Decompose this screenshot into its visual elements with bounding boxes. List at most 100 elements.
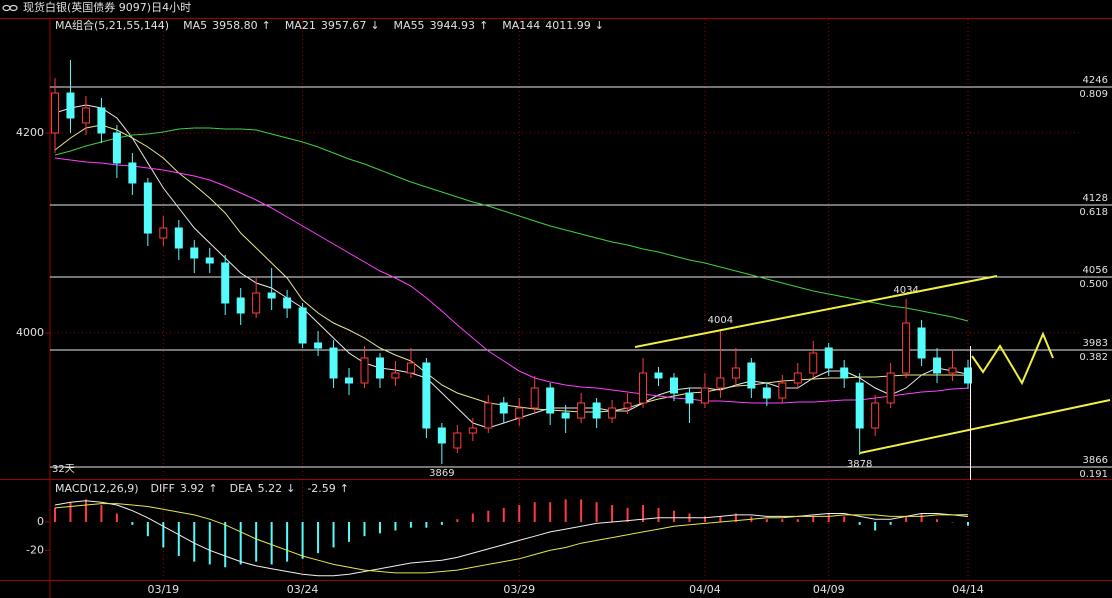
macd-bar <box>100 505 103 523</box>
level-value: 4056 <box>1083 265 1108 276</box>
macd-bar <box>255 522 258 562</box>
macd-bar <box>843 516 846 523</box>
candle-body <box>530 387 539 409</box>
macd-bar <box>518 505 521 523</box>
macd-bar <box>131 522 134 525</box>
candle-body <box>669 377 678 394</box>
macd-bar <box>317 522 320 554</box>
macd-bar <box>967 522 969 526</box>
macd-bar <box>208 522 211 565</box>
macd-bar <box>224 522 227 568</box>
candle-body <box>205 257 214 264</box>
legend-trend: ↑ <box>262 19 271 32</box>
ma-line <box>54 124 969 413</box>
high-annotation: 4004 <box>708 315 733 326</box>
macd-bar <box>657 507 660 523</box>
macd-bar <box>177 522 180 556</box>
legend-trend: ↓ <box>370 19 379 32</box>
candle-body <box>360 357 369 384</box>
macd-bar <box>626 507 629 523</box>
y-tick-label: -20 <box>26 543 44 556</box>
histogram-value: -2.59 <box>307 482 335 495</box>
macd-bar <box>549 502 552 523</box>
legend-name: DIFF <box>151 482 175 495</box>
macd-bar <box>162 522 165 548</box>
macd-bar <box>239 522 242 565</box>
candle-body <box>778 382 787 399</box>
candle-body <box>391 372 400 379</box>
candle-body <box>81 107 90 124</box>
legend-trend: ↑ <box>208 482 217 495</box>
candle-body <box>546 387 555 414</box>
x-tick-label: 03/19 <box>147 583 179 596</box>
candle-body <box>128 162 137 184</box>
macd-bar <box>394 522 397 531</box>
legend-trend: ↓ <box>286 482 295 495</box>
level-ratio: 0.382 <box>1079 352 1108 363</box>
macd-bar <box>580 499 583 523</box>
candle-body <box>422 362 431 429</box>
level-value: 3983 <box>1083 338 1108 349</box>
macd-bar <box>270 522 273 565</box>
macd-bar <box>936 519 939 523</box>
candle-body <box>824 347 833 369</box>
macd-bar <box>564 499 567 523</box>
candle-body <box>948 367 957 374</box>
candle-body <box>515 407 524 419</box>
candle-body <box>283 297 292 309</box>
macd-bar <box>301 522 304 559</box>
macd-label: MACD(12,26,9) <box>55 482 139 495</box>
x-tick-label: 04/09 <box>813 583 845 596</box>
macd-bar <box>734 513 737 523</box>
high-annotation: 4034 <box>893 285 918 296</box>
candle-body <box>809 352 818 374</box>
macd-bar <box>146 522 149 537</box>
macd-bar <box>812 516 815 523</box>
candle-body <box>159 227 168 239</box>
low-annotation: 3878 <box>847 459 872 470</box>
candle-body <box>236 297 245 314</box>
candle-body <box>437 427 446 444</box>
level-value: 4246 <box>1083 75 1108 86</box>
macd-bar <box>471 513 474 523</box>
candle-body <box>345 377 354 384</box>
upper-trendline <box>634 275 998 348</box>
macd-bar <box>858 522 861 525</box>
candle-body <box>762 387 771 399</box>
lower-trendline <box>859 399 1111 454</box>
candle-body <box>468 427 477 434</box>
candle-body <box>886 372 895 404</box>
macd-bar <box>440 522 443 525</box>
macd-bar <box>719 516 722 523</box>
candle-body <box>716 377 725 389</box>
candle-body <box>329 347 338 379</box>
level-ratio: 0.191 <box>1079 469 1108 480</box>
macd-bar <box>286 522 289 562</box>
macd-bar <box>487 510 490 523</box>
y-tick-label: 0 <box>37 515 44 528</box>
macd-bar <box>951 522 954 523</box>
macd-bar <box>363 522 366 537</box>
macd-bar <box>332 522 335 548</box>
candle-body <box>793 372 802 384</box>
macd-bar <box>425 522 428 528</box>
candle-body <box>902 322 911 374</box>
candle-body <box>267 292 276 299</box>
projection-zigzag <box>971 331 1054 386</box>
macd-bar <box>84 499 87 523</box>
candle-body <box>66 92 75 119</box>
legend-value: 3958.80 <box>212 19 258 32</box>
level-value: 4128 <box>1083 193 1108 204</box>
candle-body <box>623 402 632 409</box>
legend-value: 3957.67 <box>321 19 367 32</box>
candle-body <box>933 357 942 374</box>
ma-line <box>54 127 969 322</box>
legend-trend: ↑ <box>340 482 349 495</box>
macd-bar <box>378 522 381 534</box>
candle-body <box>871 402 880 429</box>
candle-body <box>561 412 570 419</box>
candle-body <box>639 372 648 404</box>
trend-drawings <box>634 275 1111 454</box>
